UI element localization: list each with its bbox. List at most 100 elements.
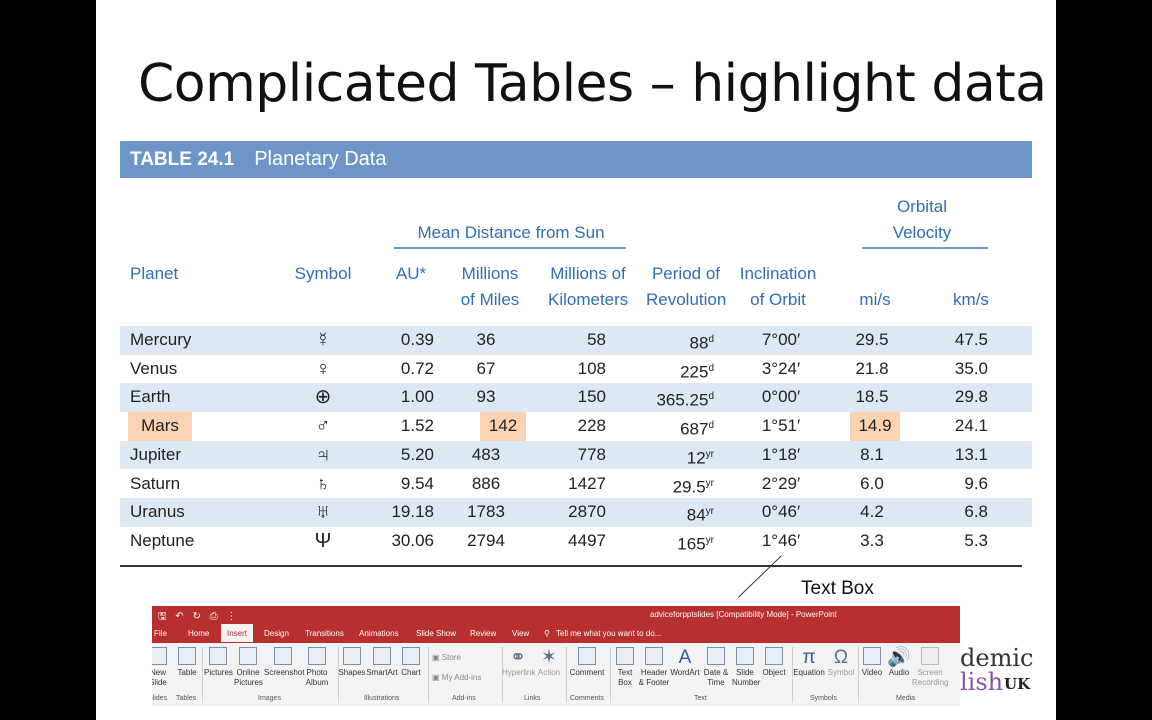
header-miles-1: Millions [461,264,519,283]
tab-slide-show[interactable]: Slide Show [416,629,457,638]
header-footer-button[interactable]: Header & Footer [638,647,670,688]
photo-album-icon [308,647,326,665]
header-symbol: Symbol [294,264,352,283]
tab-animations[interactable]: Animations [359,629,399,638]
pictures-button[interactable]: Pictures [204,647,233,678]
title-main: Complicated Tables [138,54,634,114]
cell-mis: 21.8 [855,358,889,378]
slide-number-label: Slide Number [732,668,761,687]
tab-transitions[interactable]: Transitions [305,629,344,638]
wordart-button[interactable]: A WordArt [670,647,700,678]
comment-label: Comment [569,668,605,677]
hyperlink-button[interactable]: ⚭ Hyperlink [502,647,535,678]
header-incl-2: of Orbit [750,290,806,309]
text-box-label: Text Box [617,668,633,687]
table-button[interactable]: Table [174,647,200,678]
online-pictures-button[interactable]: Online Pictures [234,647,263,688]
tab-review[interactable]: Review [470,629,497,638]
cell-mis: 3.3 [860,530,884,550]
table-caption-bar: TABLE 24.1 Planetary Data [120,141,1032,178]
tab-view[interactable]: View [512,629,530,638]
date-time-button[interactable]: Date & Time [702,647,730,688]
header-planet: Planet [130,264,179,283]
tab-file[interactable]: File [154,629,167,638]
title-sub: highlight data [691,54,1047,114]
chart-icon [402,647,420,665]
period-unit: d [708,391,714,403]
group-velocity-1: Orbital [896,197,948,216]
cell-miles: 67 [476,358,496,378]
cell-symbol: ♀ [315,357,331,380]
cell-mis: 4.2 [860,502,884,522]
ribbon-title-bar: 🖫 ↶ ↻ ⎙ ⋮ adviceforpptslides [Compatibil… [152,606,960,624]
group-distance: Mean Distance from Sun [417,223,605,242]
cell-planet: Saturn [130,473,181,493]
audio-button[interactable]: 🔊 Audio [886,647,912,678]
group-slides: Slides [152,695,168,702]
document-title: adviceforpptslides [Compatibility Mode] … [650,610,837,619]
cell-period: 29.5yr [672,477,714,497]
symbol-label: Symbol [827,668,855,677]
tab-home[interactable]: Home [188,629,210,638]
cell-period: 84yr [686,505,714,525]
group-addins: Add-ins [452,695,476,702]
slide: Complicated Tables – highlight data TABL… [96,0,1056,720]
chart-label: Chart [401,668,421,677]
cell-incl: 1°18′ [761,444,801,464]
comment-button[interactable]: Comment [568,647,606,678]
table-row: Earth ⊕ 1.00 93 150 365.25d 0°00′ 18.5 29.8 [120,383,1032,413]
separator [792,647,793,703]
period-unit: d [708,362,714,374]
group-images: Images [258,695,281,702]
video-button[interactable]: Video [860,647,884,678]
date-time-label: Date & Time [703,668,729,687]
period-unit: d [708,420,714,432]
table-bottom-rule [120,565,1022,567]
equation-label: Equation [793,668,825,677]
store-label: Store [441,653,461,662]
smartart-button[interactable]: SmartArt [366,647,398,678]
group-velocity-rule [862,247,988,249]
equation-button[interactable]: π Equation [792,647,826,678]
symbol-button[interactable]: Ω Symbol [826,647,856,678]
shapes-button[interactable]: Shapes [338,647,366,678]
cell-kms: 5.3 [964,530,988,550]
slide-number-icon [736,647,754,665]
separator [428,647,429,703]
cell-au: 0.39 [400,330,434,349]
screen-recording-button[interactable]: Screen Recording [912,647,948,688]
cell-kms: 24.1 [954,416,988,436]
my-addins-button[interactable]: ▣ My Add-ins [432,673,502,683]
cell-incl: 2°29′ [761,473,801,493]
tab-design[interactable]: Design [264,629,289,638]
action-button[interactable]: ✶ Action [536,647,562,678]
photo-album-button[interactable]: Photo Album [302,647,332,688]
cell-symbol: ♅ [315,501,331,524]
video-label: Video [861,668,883,677]
tab-insert[interactable]: Insert [221,624,254,642]
object-button[interactable]: Object [760,647,788,678]
cell-planet: Jupiter [130,444,182,464]
cell-km: 58 [587,330,606,349]
new-slide-button[interactable]: New Slide [152,647,168,688]
table-row: Venus ♀ 0.72 67 108 225d 3°24′ 21.8 35.0 [120,355,1032,384]
new-slide-label: New Slide [152,668,167,687]
cell-period: 12yr [686,448,714,468]
slide-number-button[interactable]: Slide Number [732,647,761,688]
cell-km: 150 [577,387,606,407]
text-box-button[interactable]: Text Box [614,647,636,688]
store-button[interactable]: ▣ Store [432,653,472,663]
tell-me-box[interactable]: Tell me what you want to do... [556,629,662,638]
screenshot-button[interactable]: Screenshot [264,647,304,678]
cell-kms: 9.6 [964,473,988,493]
addins-icon: ▣ [432,673,442,682]
table-icon [178,647,196,665]
online-pictures-label: Online Pictures [234,668,263,687]
group-symbols: Symbols [810,695,837,702]
group-links: Links [524,695,541,702]
cell-miles: 36 [476,330,496,349]
slide-title: Complicated Tables – highlight data [138,54,1047,114]
action-label: Action [537,668,561,677]
chart-button[interactable]: Chart [400,647,422,678]
cell-au: 30.06 [391,530,434,550]
